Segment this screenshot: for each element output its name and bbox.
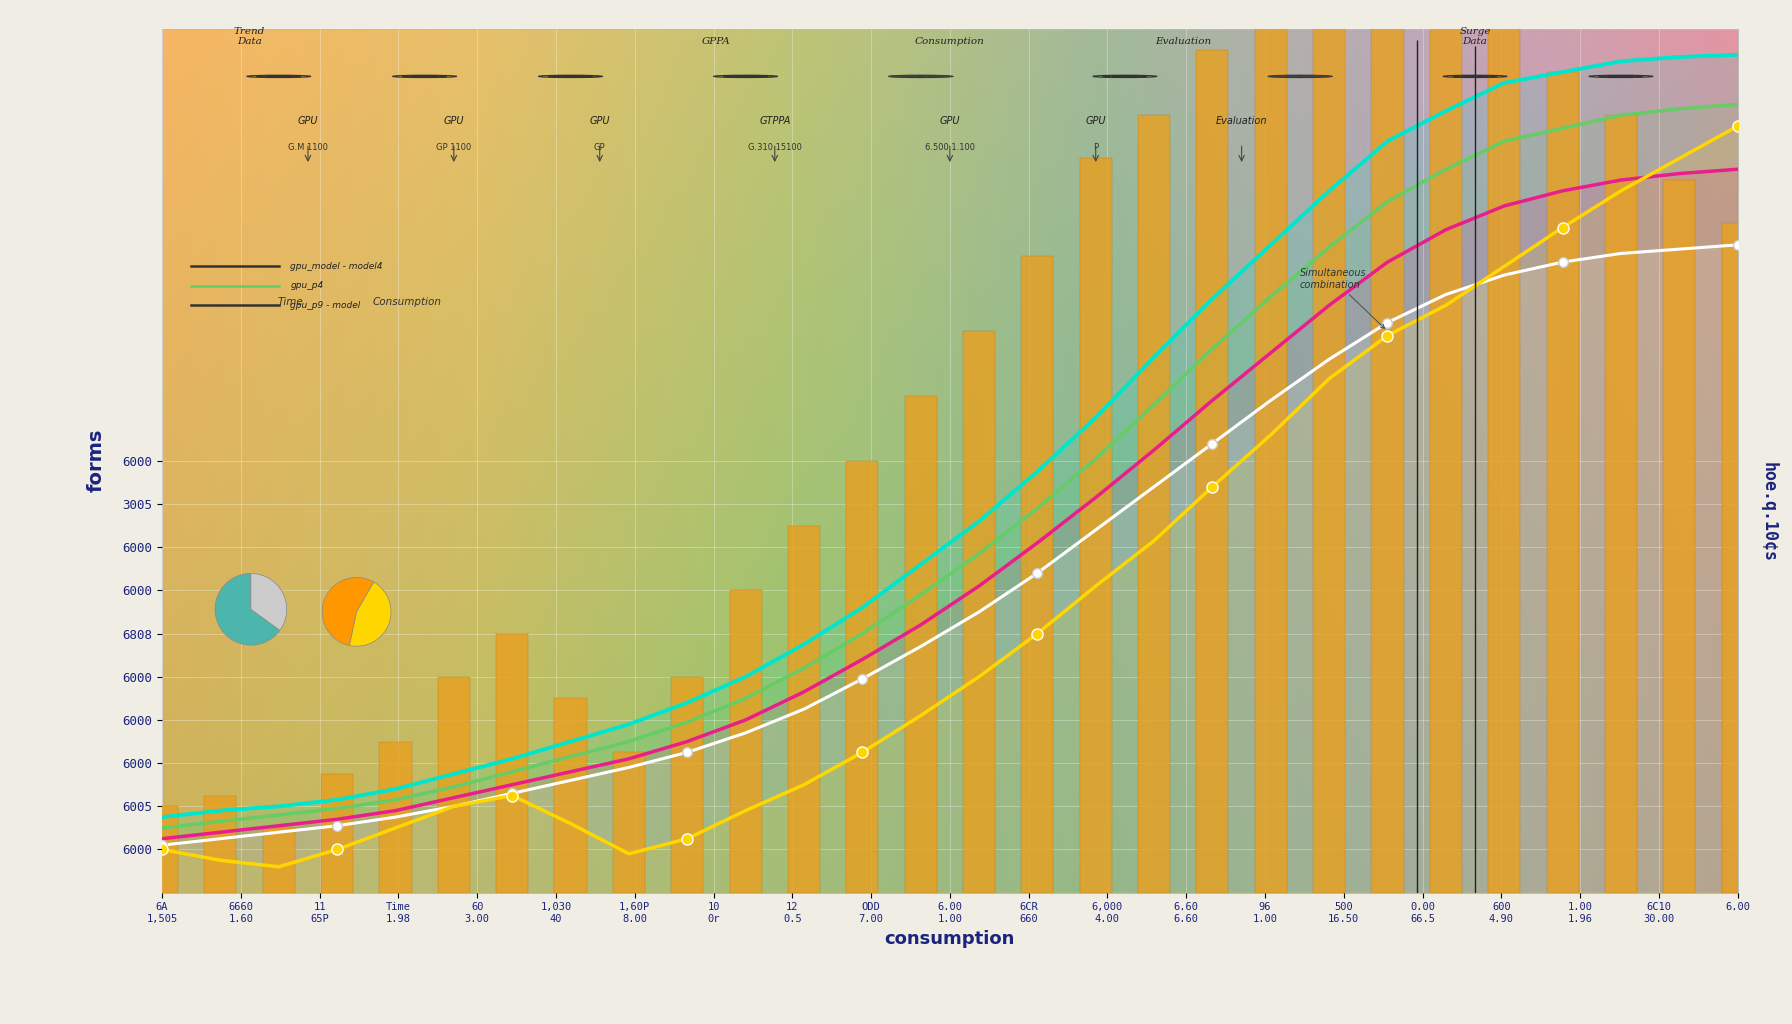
Bar	[1487, 7, 1520, 893]
Wedge shape	[251, 573, 287, 631]
Text: 6.500 1.100: 6.500 1.100	[925, 143, 975, 153]
Wedge shape	[349, 582, 391, 646]
Bar	[380, 741, 412, 893]
Bar	[437, 677, 470, 893]
Bar	[1546, 72, 1579, 893]
Bar	[496, 634, 529, 893]
Text: G.M 1100: G.M 1100	[289, 143, 328, 153]
Text: Trend
Data: Trend Data	[235, 27, 265, 46]
Bar	[1722, 223, 1754, 893]
Bar	[145, 806, 177, 893]
Bar	[1663, 180, 1695, 893]
Bar	[729, 591, 762, 893]
Bar	[672, 677, 702, 893]
Text: GP: GP	[593, 143, 606, 153]
Text: Evaluation: Evaluation	[1156, 37, 1211, 46]
Bar	[788, 525, 821, 893]
Text: Evaluation: Evaluation	[1215, 116, 1267, 126]
Bar	[613, 753, 645, 893]
Text: Simultaneous
combination: Simultaneous combination	[1299, 268, 1385, 329]
Bar	[962, 331, 995, 893]
Bar	[321, 774, 353, 893]
Y-axis label: forms: forms	[86, 429, 106, 493]
Bar	[1254, 0, 1287, 893]
Text: G.310 15100: G.310 15100	[747, 143, 801, 153]
Text: gpu_p9 - model: gpu_p9 - model	[290, 301, 360, 310]
Text: Consumption: Consumption	[373, 297, 441, 307]
Text: GPU: GPU	[297, 116, 319, 126]
Text: gpu_p4: gpu_p4	[290, 282, 324, 291]
Bar	[1371, 0, 1403, 893]
Bar	[1314, 0, 1346, 893]
Bar	[905, 396, 937, 893]
Text: GPPA: GPPA	[702, 37, 731, 46]
Bar	[1081, 159, 1111, 893]
Text: Surge
Data: Surge Data	[1459, 27, 1491, 46]
Bar	[263, 827, 296, 893]
Bar	[1138, 116, 1170, 893]
Bar	[1197, 50, 1229, 893]
Text: GP 1100: GP 1100	[435, 143, 471, 153]
Wedge shape	[215, 573, 280, 645]
Text: GPU: GPU	[590, 116, 609, 126]
X-axis label: consumption: consumption	[885, 930, 1014, 947]
Bar	[204, 796, 237, 893]
Bar	[1021, 256, 1054, 893]
Wedge shape	[323, 578, 375, 645]
Text: Time: Time	[278, 297, 303, 307]
Text: P: P	[1093, 143, 1098, 153]
Bar	[554, 698, 586, 893]
Text: GPU: GPU	[939, 116, 961, 126]
Text: GPU: GPU	[444, 116, 464, 126]
Text: Consumption: Consumption	[916, 37, 986, 46]
Text: hoe.q.10¢s: hoe.q.10¢s	[1760, 462, 1778, 562]
Text: GPU: GPU	[1086, 116, 1106, 126]
Bar	[846, 461, 878, 893]
Bar	[1606, 116, 1636, 893]
Text: GTPPA: GTPPA	[760, 116, 790, 126]
Text: gpu_model - model4: gpu_model - model4	[290, 262, 383, 271]
Bar	[1430, 0, 1462, 893]
